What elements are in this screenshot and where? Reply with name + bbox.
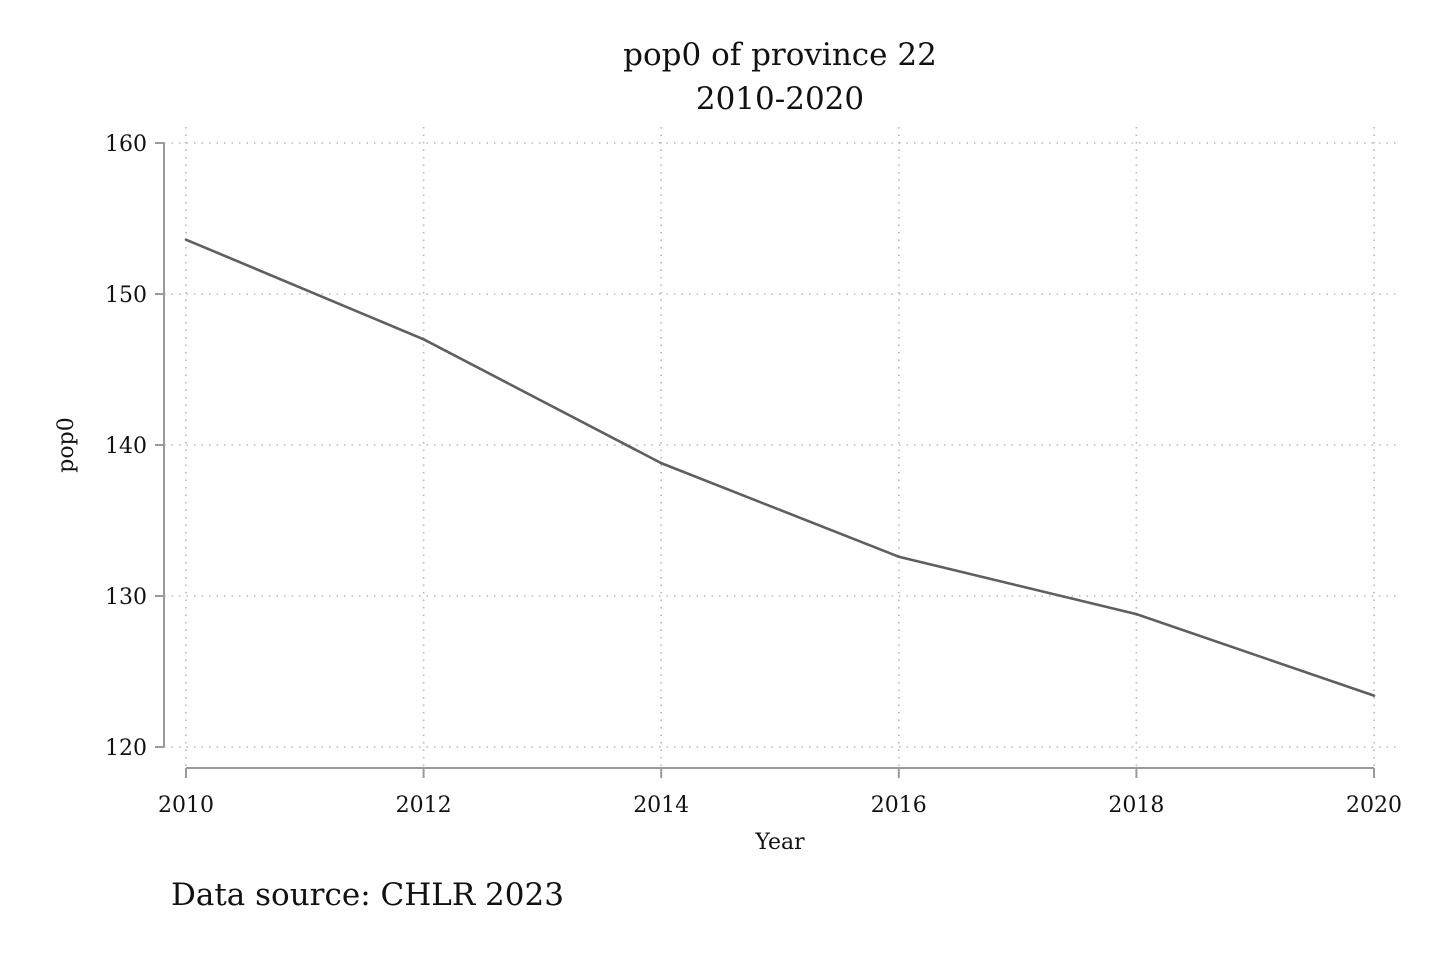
x-tick-label-2010: 2010: [158, 793, 214, 818]
x-tick-label-2018: 2018: [1108, 793, 1164, 818]
y-axis-title: pop0: [54, 417, 79, 472]
x-tick-label-2016: 2016: [871, 793, 927, 818]
y-tick-label-160: 160: [105, 132, 147, 157]
y-tick-label-130: 130: [105, 585, 147, 610]
x-tick-label-2012: 2012: [396, 793, 452, 818]
x-tick-label-2014: 2014: [633, 793, 689, 818]
chart-title: pop0 of province 22: [623, 37, 937, 73]
x-tick-label-2020: 2020: [1346, 793, 1402, 818]
data-source-note: Data source: CHLR 2023: [171, 877, 564, 913]
tick-labels: 120 130 140 150 160 2010 2012 2014 2016 2018 2020: [105, 132, 1402, 818]
series-layer: [184, 238, 1376, 697]
x-axis-title: Year: [754, 830, 805, 855]
series-line-0: [184, 238, 1376, 697]
y-tick-label-140: 140: [105, 434, 147, 459]
y-tick-label-150: 150: [105, 283, 147, 308]
y-tick-label-120: 120: [105, 736, 147, 761]
grid-lines: [164, 127, 1396, 768]
chart-subtitle: 2010-2020: [696, 81, 864, 117]
axes: [155, 142, 1375, 778]
